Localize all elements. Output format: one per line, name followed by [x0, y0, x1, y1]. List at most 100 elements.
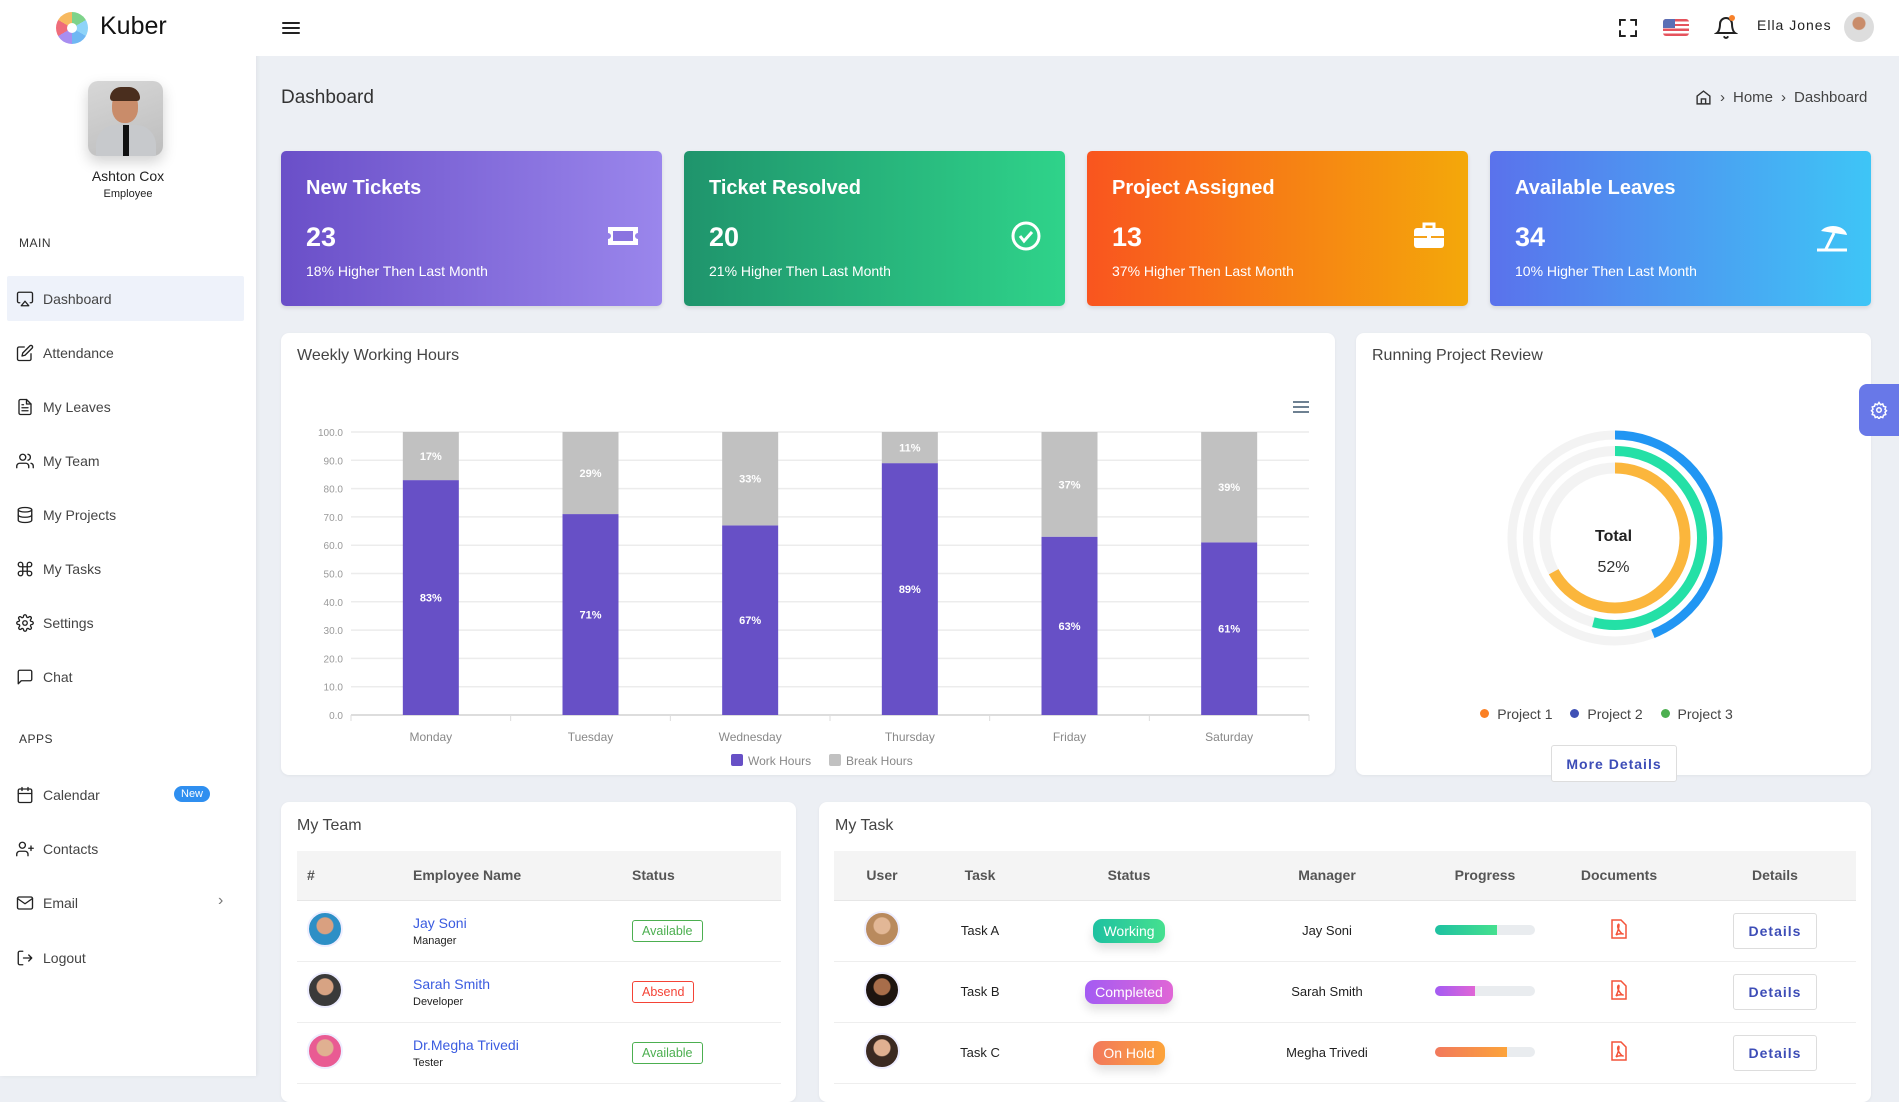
- sidebar-item-my-team[interactable]: My Team: [7, 438, 244, 483]
- sidebar-item-my-tasks[interactable]: My Tasks: [7, 546, 244, 591]
- sidebar-item-label: Calendar: [43, 786, 100, 803]
- legend-dot: [1570, 709, 1580, 718]
- stat-title: New Tickets: [306, 177, 422, 199]
- legend-item[interactable]: Project 3: [1660, 705, 1733, 722]
- logo-icon: [56, 12, 88, 44]
- table-row: Dr.Megha Trivedi Tester Available: [297, 1022, 781, 1084]
- sidebar-item-logout[interactable]: Logout: [7, 935, 244, 980]
- sidebar-item-contacts[interactable]: Contacts: [7, 826, 244, 871]
- employee-name-link[interactable]: Jay Soni: [413, 914, 467, 931]
- gear-icon: [1870, 401, 1888, 419]
- legend-label: Project 3: [1677, 705, 1733, 722]
- table-row: Task B Completed Sarah Smith Details: [834, 961, 1856, 1023]
- more-details-button[interactable]: More Details: [1551, 745, 1677, 782]
- database-icon: [17, 506, 33, 523]
- command-icon: [17, 561, 33, 576]
- table-row: Jay Soni Manager Available: [297, 900, 781, 962]
- pdf-file-icon[interactable]: [1611, 980, 1627, 1000]
- briefcase-icon: [1414, 222, 1444, 248]
- table-row: Sarah Smith Developer Absend: [297, 961, 781, 1023]
- app-name[interactable]: Kuber: [100, 12, 167, 40]
- sidebar-item-email[interactable]: Email ›: [7, 880, 244, 925]
- settings-icon: [16, 613, 34, 632]
- pdf-file-icon[interactable]: [1611, 1041, 1627, 1061]
- stat-value: 34: [1515, 222, 1546, 252]
- sidebar-item-calendar[interactable]: Calendar New: [7, 772, 244, 817]
- card-title: Weekly Working Hours: [297, 347, 460, 364]
- sidebar-item-label: My Leaves: [43, 398, 111, 415]
- stat-value: 13: [1112, 222, 1143, 252]
- details-button[interactable]: Details: [1732, 912, 1818, 949]
- legend-dot: [1660, 709, 1670, 718]
- section-apps: APPS: [19, 732, 54, 746]
- breadcrumb-home[interactable]: Home: [1733, 89, 1774, 106]
- project-radial-chart: [1507, 430, 1723, 646]
- legend-label: Project 1: [1497, 705, 1553, 722]
- manager-name: Jay Soni: [1228, 900, 1426, 962]
- chevron-right-icon: ›: [218, 892, 224, 909]
- legend-item[interactable]: Project 1: [1480, 706, 1552, 722]
- details-button[interactable]: Details: [1732, 973, 1818, 1010]
- project-review-card: Running Project Review Total 52% Project…: [1356, 333, 1871, 782]
- col-header[interactable]: Status: [1030, 851, 1228, 901]
- sidebar-item-settings[interactable]: Settings: [7, 600, 244, 645]
- calendar-icon: [17, 786, 33, 803]
- table-header: User Task Status Manager Progress Docume…: [834, 851, 1856, 901]
- details-button[interactable]: Details: [1732, 1034, 1818, 1071]
- settings-panel-toggle[interactable]: [1859, 384, 1899, 436]
- sidebar-item-my-leaves[interactable]: My Leaves: [7, 384, 244, 429]
- header-user-avatar[interactable]: [1844, 12, 1874, 42]
- status-pill: Completed: [1085, 979, 1173, 1004]
- employee-role: Developer: [413, 995, 464, 1008]
- stat-card-project-assigned[interactable]: Project Assigned 13 37% Higher Then Last…: [1087, 151, 1468, 306]
- pdf-file-icon[interactable]: [1611, 919, 1627, 939]
- users-icon: [16, 453, 34, 468]
- status-pill: Working: [1093, 918, 1165, 943]
- weekly-hours-card: Weekly Working Hours: [281, 333, 1335, 775]
- employee-role: Manager: [413, 934, 457, 947]
- employee-name-link[interactable]: Dr.Megha Trivedi: [413, 1036, 519, 1053]
- table-header: # Employee Name Status: [297, 851, 781, 901]
- status-badge: Absend: [632, 980, 695, 1003]
- sidebar-item-label: Settings: [43, 614, 94, 631]
- home-icon[interactable]: [1695, 89, 1712, 106]
- stat-subtitle: 18% Higher Then Last Month: [306, 263, 488, 279]
- legend-dot: [1480, 709, 1490, 718]
- fullscreen-icon[interactable]: [1616, 16, 1640, 40]
- avatar: [307, 911, 343, 947]
- employee-name-link[interactable]: Sarah Smith: [413, 975, 491, 992]
- col-header[interactable]: Employee Name: [413, 851, 632, 901]
- breadcrumb-current: Dashboard: [1794, 89, 1868, 106]
- sidebar: Kuber Ashton Cox Employee MAIN Dashboard…: [0, 0, 256, 1076]
- ring-arc-3: [1548, 462, 1691, 614]
- sidebar-item-attendance[interactable]: Attendance: [7, 330, 244, 375]
- stat-card-ticket-resolved[interactable]: Ticket Resolved 20 21% Higher Then Last …: [684, 151, 1065, 306]
- col-header: #: [297, 851, 413, 901]
- section-main: MAIN: [19, 236, 51, 250]
- chart-menu-icon[interactable]: [1290, 399, 1312, 415]
- menu-toggle-icon[interactable]: [279, 16, 303, 40]
- stat-value: 20: [709, 222, 740, 252]
- task-table: User Task Status Manager Progress Docume…: [834, 851, 1856, 1084]
- employee-role: Tester: [413, 1056, 443, 1069]
- notification-bell-icon[interactable]: [1713, 15, 1739, 40]
- col-header[interactable]: Task: [930, 851, 1030, 901]
- donut-center-label: Total: [1594, 528, 1633, 545]
- col-header[interactable]: Manager: [1228, 851, 1426, 901]
- profile-avatar[interactable]: [88, 81, 163, 156]
- sidebar-item-label: Attendance: [43, 344, 114, 361]
- sidebar-item-chat[interactable]: Chat: [7, 654, 244, 699]
- stat-card-available-leaves[interactable]: Available Leaves 34 10% Higher Then Last…: [1490, 151, 1871, 306]
- sidebar-item-my-projects[interactable]: My Projects: [7, 492, 244, 537]
- us-flag-icon[interactable]: [1663, 19, 1689, 36]
- sidebar-item-label: Logout: [43, 949, 86, 966]
- donut-center-value: 52%: [1597, 559, 1630, 576]
- sidebar-item-dashboard[interactable]: Dashboard: [7, 276, 244, 321]
- legend-item[interactable]: Project 2: [1570, 706, 1643, 722]
- header-user-name[interactable]: Ella Jones: [1757, 17, 1832, 33]
- col-header[interactable]: Status: [632, 851, 781, 901]
- ticket-icon: [608, 227, 638, 245]
- avatar: [864, 911, 900, 947]
- sidebar-item-label: Chat: [43, 668, 73, 685]
- stat-card-new-tickets[interactable]: New Tickets 23 18% Higher Then Last Mont…: [281, 151, 662, 306]
